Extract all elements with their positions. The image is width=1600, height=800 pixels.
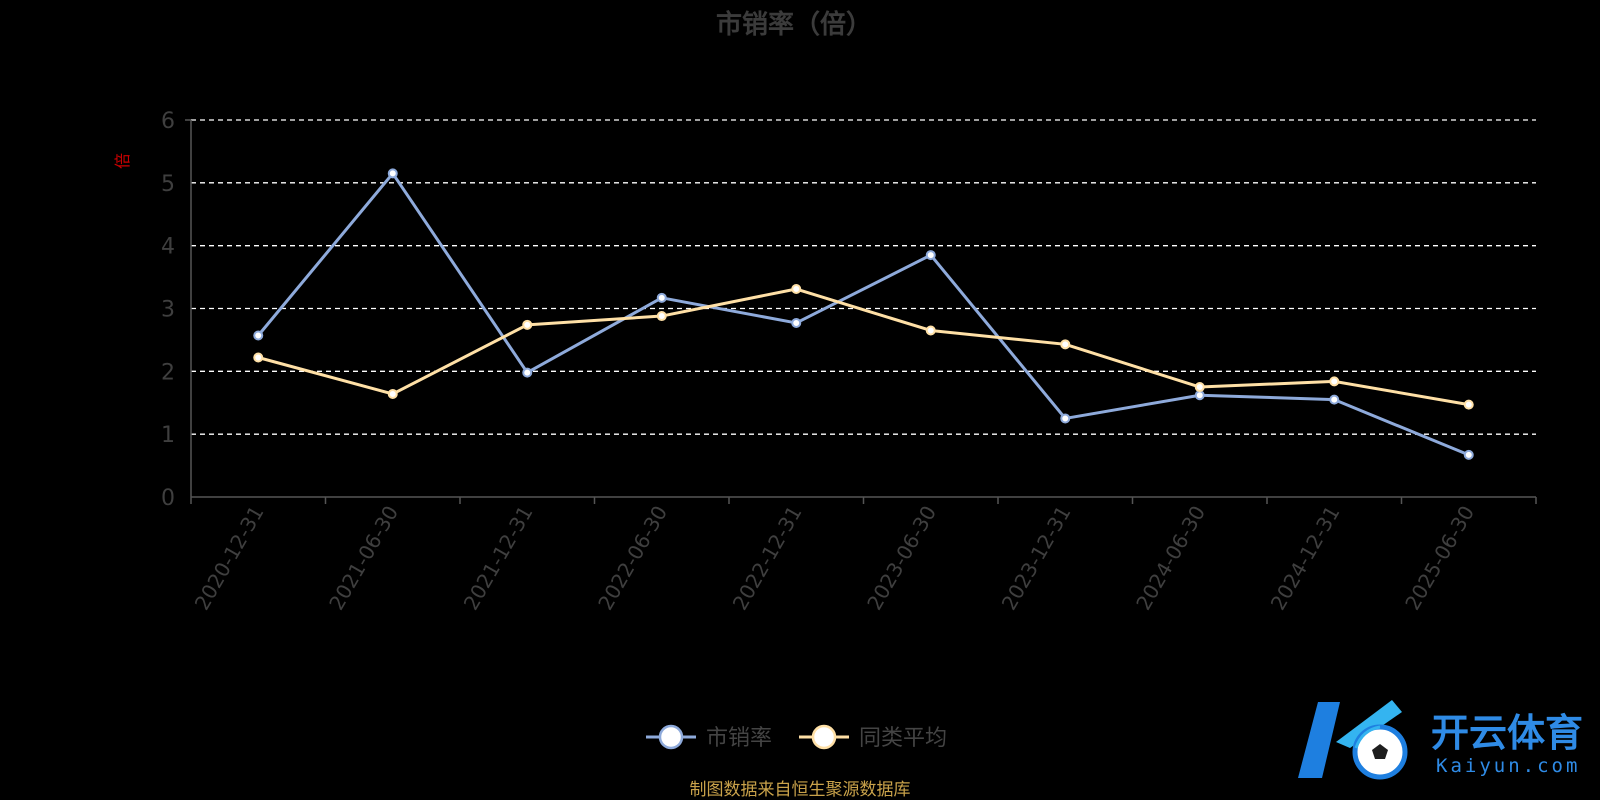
- axes: [185, 119, 1537, 504]
- x-tick-label: 2020-12-31: [190, 502, 269, 615]
- y-axis-unit: 倍: [113, 153, 132, 169]
- x-tick-label: 2025-06-30: [1400, 502, 1479, 615]
- y-tick-label: 6: [161, 109, 175, 134]
- data-point[interactable]: [522, 367, 533, 378]
- brand-logo: 开云体育 Kaiyun.com: [1298, 700, 1583, 780]
- data-point[interactable]: [1329, 376, 1340, 387]
- y-tick-label: 3: [161, 298, 175, 323]
- data-point[interactable]: [1060, 413, 1071, 424]
- data-point[interactable]: [791, 284, 802, 295]
- y-tick-label: 2: [161, 360, 175, 385]
- data-point[interactable]: [1060, 339, 1071, 350]
- y-tick-label: 1: [161, 423, 175, 448]
- data-point[interactable]: [1463, 399, 1474, 410]
- data-point[interactable]: [656, 292, 667, 303]
- legend-item-1[interactable]: 市销率: [646, 724, 772, 751]
- series-line-2: [257, 287, 1470, 407]
- data-point[interactable]: [1194, 390, 1205, 401]
- x-tick-label: 2021-06-30: [324, 502, 403, 615]
- data-point[interactable]: [387, 388, 398, 399]
- x-tick-label: 2021-12-31: [459, 502, 538, 615]
- x-axis-ticks: 2020-12-31 2021-06-30 2021-12-31 2022-06-30…: [190, 502, 1479, 615]
- series-group: [253, 168, 1474, 460]
- brand-k-ball-icon: [1298, 700, 1408, 780]
- x-tick-label: 2022-06-30: [593, 502, 672, 615]
- data-point[interactable]: [253, 330, 264, 341]
- source-note: 制图数据来自恒生聚源数据库: [690, 780, 911, 800]
- data-point[interactable]: [522, 319, 533, 330]
- legend[interactable]: 市销率 同类平均: [646, 724, 947, 751]
- y-tick-label: 0: [161, 486, 175, 511]
- x-tick-label: 2023-06-30: [862, 502, 941, 615]
- data-point[interactable]: [253, 352, 264, 363]
- grid-lines: [191, 119, 1536, 435]
- y-tick-label: 5: [161, 172, 175, 197]
- data-point[interactable]: [925, 250, 936, 261]
- legend-marker: [658, 724, 684, 750]
- x-tick-label: 2022-12-31: [728, 502, 807, 615]
- x-tick-label: 2024-06-30: [1131, 502, 1210, 615]
- data-point[interactable]: [1194, 382, 1205, 393]
- data-point[interactable]: [387, 168, 398, 179]
- data-point[interactable]: [925, 325, 936, 336]
- x-tick-label: 2024-12-31: [1266, 502, 1345, 615]
- data-point[interactable]: [1329, 394, 1340, 405]
- legend-label: 同类平均: [859, 726, 947, 751]
- data-point[interactable]: [791, 317, 802, 328]
- legend-item-2[interactable]: 同类平均: [799, 724, 947, 751]
- brand-name-cn: 开云体育: [1431, 711, 1583, 755]
- y-axis-ticks: 0 1 2 3 4 5 6: [161, 109, 175, 511]
- y-tick-label: 4: [161, 235, 175, 260]
- legend-marker: [811, 724, 837, 750]
- brand-name-en: Kaiyun.com: [1436, 755, 1580, 777]
- chart-title: 市销率（倍）: [716, 9, 872, 40]
- legend-label: 市销率: [706, 726, 772, 751]
- x-tick-label: 2023-12-31: [997, 502, 1076, 615]
- data-point[interactable]: [656, 311, 667, 322]
- data-point[interactable]: [1463, 449, 1474, 460]
- series-line-1: [257, 171, 1470, 457]
